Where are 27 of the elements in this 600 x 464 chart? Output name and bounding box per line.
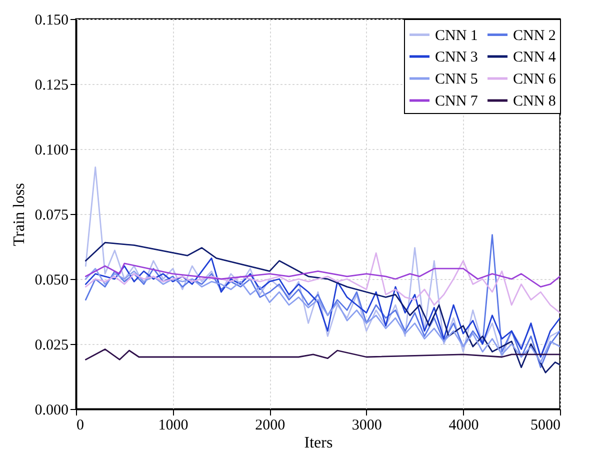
y-tick-label: 0.025 (34, 338, 68, 354)
y-tick-label: 0.075 (34, 208, 68, 224)
legend-label: CNN 7 (435, 94, 478, 110)
legend-label: CNN 4 (513, 50, 556, 66)
legend-label: CNN 3 (435, 50, 478, 66)
x-axis-title: Iters (304, 434, 333, 452)
y-tick-label: 0.000 (34, 402, 68, 418)
y-axis-title: Train loss (10, 183, 28, 246)
legend-label: CNN 8 (513, 94, 556, 110)
line-series (84, 262, 560, 288)
x-tick-label: 1000 (158, 418, 188, 434)
x-tick-label: 3000 (352, 418, 382, 434)
y-tick-label: 0.150 (34, 12, 68, 28)
x-tick-label: 4000 (448, 418, 479, 434)
legend-label: CNN 1 (435, 28, 478, 44)
y-tick-label: 0.100 (34, 142, 68, 158)
y-tick-label: 0.050 (34, 272, 68, 288)
y-tick-label: 0.125 (34, 78, 68, 94)
line-series (84, 348, 560, 360)
legend-label: CNN 2 (513, 28, 556, 44)
legend-label: CNN 6 (513, 72, 556, 88)
x-tick-label: 2000 (255, 418, 286, 434)
line-series (84, 252, 560, 314)
line-series (84, 166, 560, 358)
legend-label: CNN 5 (435, 72, 478, 88)
x-tick-label: 5000 (530, 418, 560, 434)
x-tick-label: 0 (76, 418, 84, 434)
